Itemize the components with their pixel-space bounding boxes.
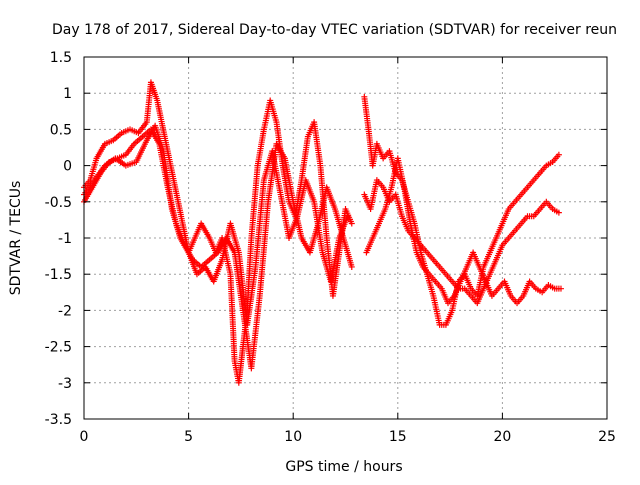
x-tick-label: 25	[598, 429, 616, 445]
y-tick-label: 0	[63, 159, 72, 175]
y-tick-label: -2	[58, 303, 72, 319]
chart-title: Day 178 of 2017, Sidereal Day-to-day VTE…	[52, 22, 617, 38]
data-point	[348, 263, 355, 270]
x-tick-label: 5	[184, 429, 193, 445]
y-tick-label: -1.5	[45, 267, 72, 283]
x-tick-label: 15	[389, 429, 407, 445]
x-tick-label: 20	[493, 429, 511, 445]
x-tick-label: 0	[80, 429, 89, 445]
y-tick-label: -2.5	[45, 340, 72, 356]
series-track-e	[361, 177, 562, 307]
x-axis-label: GPS time / hours	[285, 459, 402, 475]
y-tick-label: -1	[58, 231, 72, 247]
data-point	[555, 151, 562, 158]
data-point	[344, 213, 351, 220]
data-point	[555, 209, 562, 216]
y-tick-label: -3	[58, 376, 72, 392]
y-axis-label: SDTVAR / TECUs	[8, 181, 24, 296]
data-point	[348, 220, 355, 227]
y-tick-label: 0.5	[50, 122, 72, 138]
x-tick-label: 10	[284, 429, 302, 445]
y-tick-label: 1	[63, 86, 72, 102]
y-tick-label: -0.5	[45, 195, 72, 211]
data-point	[557, 285, 564, 292]
axis-ticks: 0 5 10 15 20 25 -3.5 -3 -2.5 -2 -1.5 -1 -0.5 0 0.5 1 1.5	[45, 50, 616, 445]
series-track-f	[363, 155, 564, 307]
series-track-c	[81, 122, 351, 328]
y-tick-label: 1.5	[50, 50, 72, 66]
y-tick-label: -3.5	[45, 412, 72, 428]
